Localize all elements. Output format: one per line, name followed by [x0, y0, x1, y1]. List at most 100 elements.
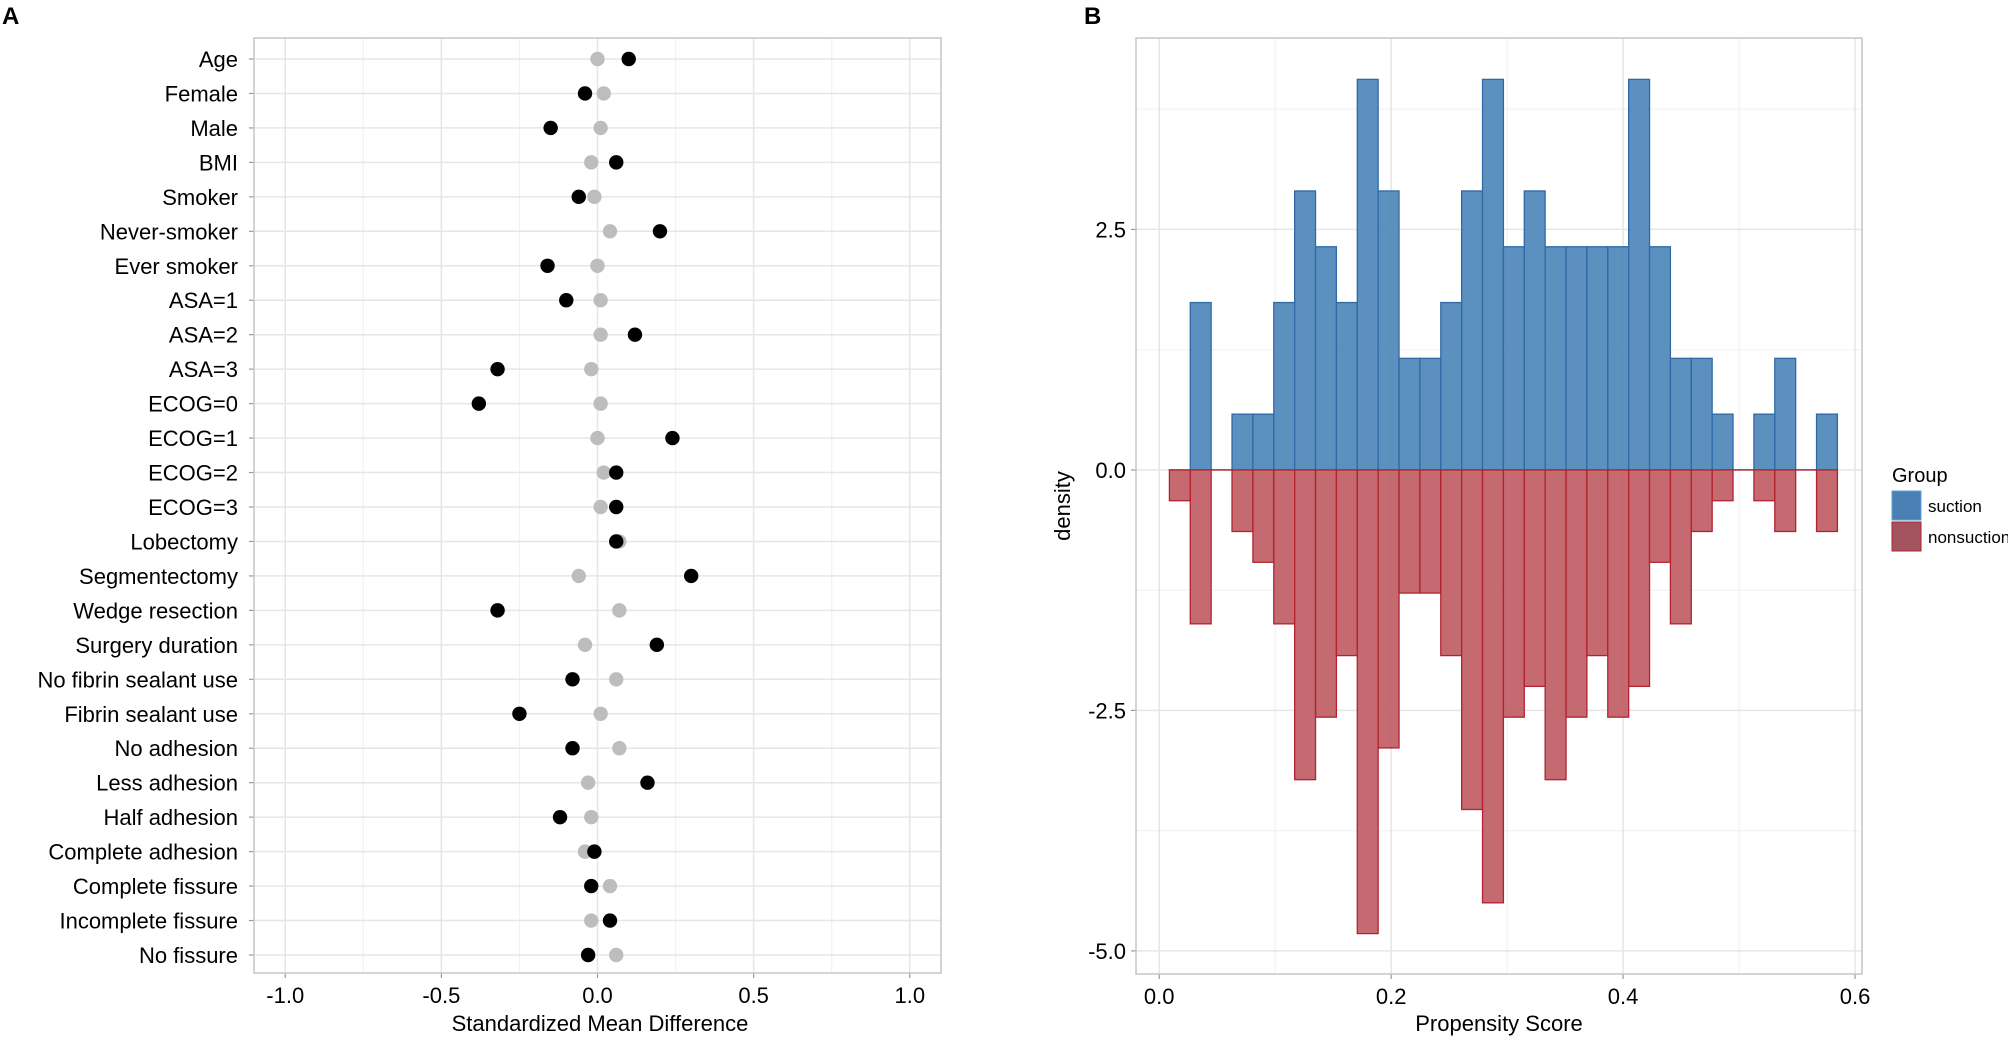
histogram-bar-nonsuction	[1168, 469, 1191, 502]
histogram-bar-suction	[1628, 78, 1651, 471]
histogram-bar-suction	[1231, 413, 1254, 471]
smd-point	[612, 741, 627, 756]
histogram-bar-suction	[1648, 246, 1672, 471]
y-tick-label: 2.5	[1095, 217, 1126, 242]
smd-point	[652, 224, 668, 239]
histogram-bar-nonsuction	[1544, 469, 1567, 781]
smd-point	[596, 465, 611, 480]
y-tick-label: ECOG=0	[148, 392, 238, 417]
y-tick-label: ECOG=3	[148, 495, 238, 520]
y-tick-label: ASA=1	[169, 288, 238, 313]
panel-b-propensity-histogram: 0.0 0.2 0.4 0.6 -5.0 -2.5 0.0 2.5	[1088, 37, 1871, 1009]
y-tick-label: Female	[165, 81, 238, 106]
x-tick-label: 0.6	[1840, 984, 1871, 1009]
smd-point	[552, 809, 568, 825]
histogram-bar-nonsuction	[1252, 469, 1275, 563]
histogram-bar-suction	[1252, 413, 1275, 471]
smd-point	[490, 361, 505, 377]
smd-point	[565, 672, 580, 687]
y-tick-label: ECOG=2	[148, 461, 238, 486]
histogram-bar-nonsuction	[1565, 469, 1588, 718]
y-tick-label: ASA=3	[169, 357, 238, 382]
legend-label-nonsuction: nonsuction	[1928, 528, 2008, 547]
smd-point	[584, 361, 599, 377]
smd-point	[609, 155, 624, 170]
histogram-bar-nonsuction	[1398, 469, 1421, 594]
smd-point	[543, 120, 558, 136]
histogram-bar-suction	[1690, 357, 1713, 471]
panel-border	[1135, 37, 1863, 975]
histogram-bar-suction	[1669, 357, 1692, 471]
panel-a-smd-plot: -1.0 -0.5 0.0 0.5 1.0 Age Female Male BMI Smoker N…	[37, 37, 942, 1008]
y-tick-label: Complete adhesion	[48, 840, 238, 865]
x-tick-label: -0.5	[422, 983, 460, 1008]
histogram-bar-suction	[1544, 246, 1567, 471]
legend-title: Group	[1892, 465, 1948, 487]
histogram-bar-nonsuction	[1607, 469, 1630, 718]
smd-point	[580, 775, 596, 790]
y-tick-label: Fibrin sealant use	[64, 702, 238, 727]
histogram-bar-nonsuction	[1648, 469, 1672, 563]
smd-point	[590, 430, 605, 446]
histogram-bar-nonsuction	[1774, 469, 1797, 533]
histogram-bar-nonsuction	[1690, 469, 1713, 533]
smd-point	[593, 396, 608, 411]
panel-b-letter: B	[1084, 3, 1101, 30]
histogram-bar-nonsuction	[1628, 469, 1651, 688]
y-tick-label: Smoker	[162, 185, 238, 210]
histogram-bar-nonsuction	[1440, 469, 1463, 657]
y-tick-label: Wedge resection	[73, 598, 238, 623]
histogram-bar-nonsuction	[1273, 469, 1296, 625]
histogram-bar-suction	[1335, 301, 1358, 471]
smd-point	[490, 603, 505, 618]
histogram-bar-suction	[1398, 357, 1421, 471]
smd-point	[584, 155, 599, 170]
smd-point	[577, 637, 593, 653]
smd-point	[587, 189, 602, 205]
histogram-bar-suction	[1294, 190, 1317, 471]
y-tick-label: 0.0	[1095, 458, 1126, 483]
smd-point	[571, 189, 586, 205]
histogram-bar-suction	[1377, 190, 1400, 471]
smd-point	[593, 499, 608, 515]
histogram-bar-suction	[1565, 246, 1588, 471]
panel-b-x-axis-title: Propensity Score	[1415, 1011, 1583, 1036]
smd-point	[683, 568, 699, 584]
histogram-bar-nonsuction	[1231, 469, 1254, 533]
histogram-bar-suction	[1523, 190, 1546, 471]
histogram-bar-suction	[1440, 301, 1463, 471]
smd-point	[602, 224, 618, 239]
histogram-bar-suction	[1586, 246, 1609, 471]
histogram-bar-suction	[1189, 301, 1212, 471]
smd-point	[580, 947, 596, 963]
smd-point	[621, 51, 636, 67]
smd-point	[665, 430, 680, 446]
legend-label-suction: suction	[1928, 497, 1982, 516]
histogram-bar-nonsuction	[1753, 469, 1776, 502]
smd-point	[571, 568, 586, 584]
smd-point	[627, 327, 643, 342]
histogram-bar-nonsuction	[1294, 469, 1317, 781]
histogram-bar-suction	[1607, 246, 1630, 471]
histogram-bar-nonsuction	[1815, 469, 1839, 533]
y-tick-label: ECOG=1	[148, 426, 238, 451]
smd-point	[609, 499, 624, 515]
histogram-bar-suction	[1815, 413, 1839, 471]
smd-point	[584, 878, 599, 894]
panel-border	[253, 37, 942, 974]
x-tick-label: 1.0	[894, 983, 925, 1008]
smd-point	[609, 672, 624, 687]
x-tick-label: 0.5	[738, 983, 769, 1008]
smd-point	[587, 844, 602, 859]
histogram-bar-nonsuction	[1356, 469, 1379, 935]
y-tick-label: ASA=2	[169, 323, 238, 348]
smd-point	[593, 293, 608, 308]
panel-b-y-axis-title: density	[1050, 471, 1075, 541]
histogram-bar-suction	[1461, 190, 1484, 471]
histogram-bar-suction	[1356, 78, 1379, 471]
smd-point	[565, 741, 580, 756]
histogram-bar-nonsuction	[1523, 469, 1546, 688]
histogram-bar-nonsuction	[1586, 469, 1609, 657]
y-tick-label: Half adhesion	[103, 805, 238, 830]
smd-point	[559, 293, 574, 308]
